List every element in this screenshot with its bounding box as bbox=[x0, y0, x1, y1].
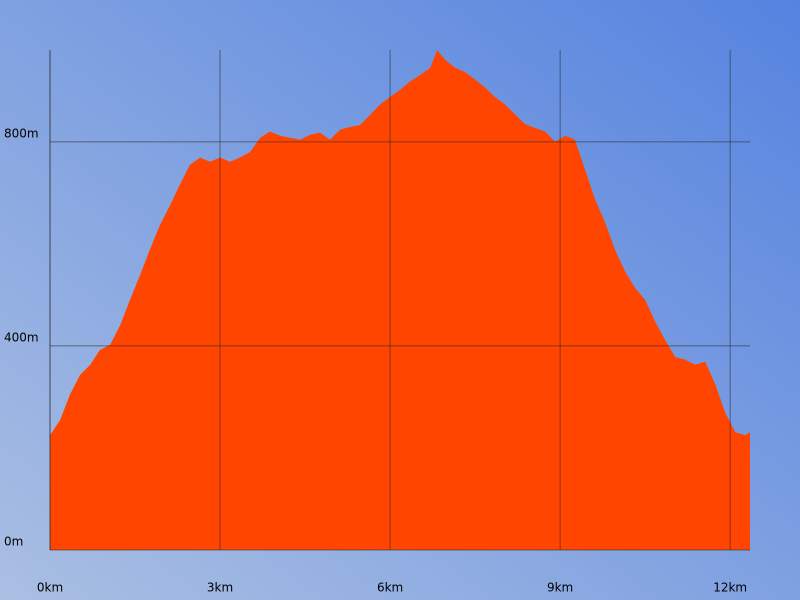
x-tick-label: 0km bbox=[37, 581, 63, 595]
x-tick-label: 6km bbox=[377, 581, 403, 595]
y-tick-label: 400m bbox=[4, 330, 39, 344]
elevation-area bbox=[50, 50, 750, 550]
y-tick-label: 800m bbox=[4, 126, 39, 140]
y-tick-label: 0m bbox=[4, 535, 23, 549]
x-tick-label: 12km bbox=[713, 581, 747, 595]
x-tick-label: 9km bbox=[547, 581, 573, 595]
x-tick-label: 3km bbox=[207, 581, 233, 595]
